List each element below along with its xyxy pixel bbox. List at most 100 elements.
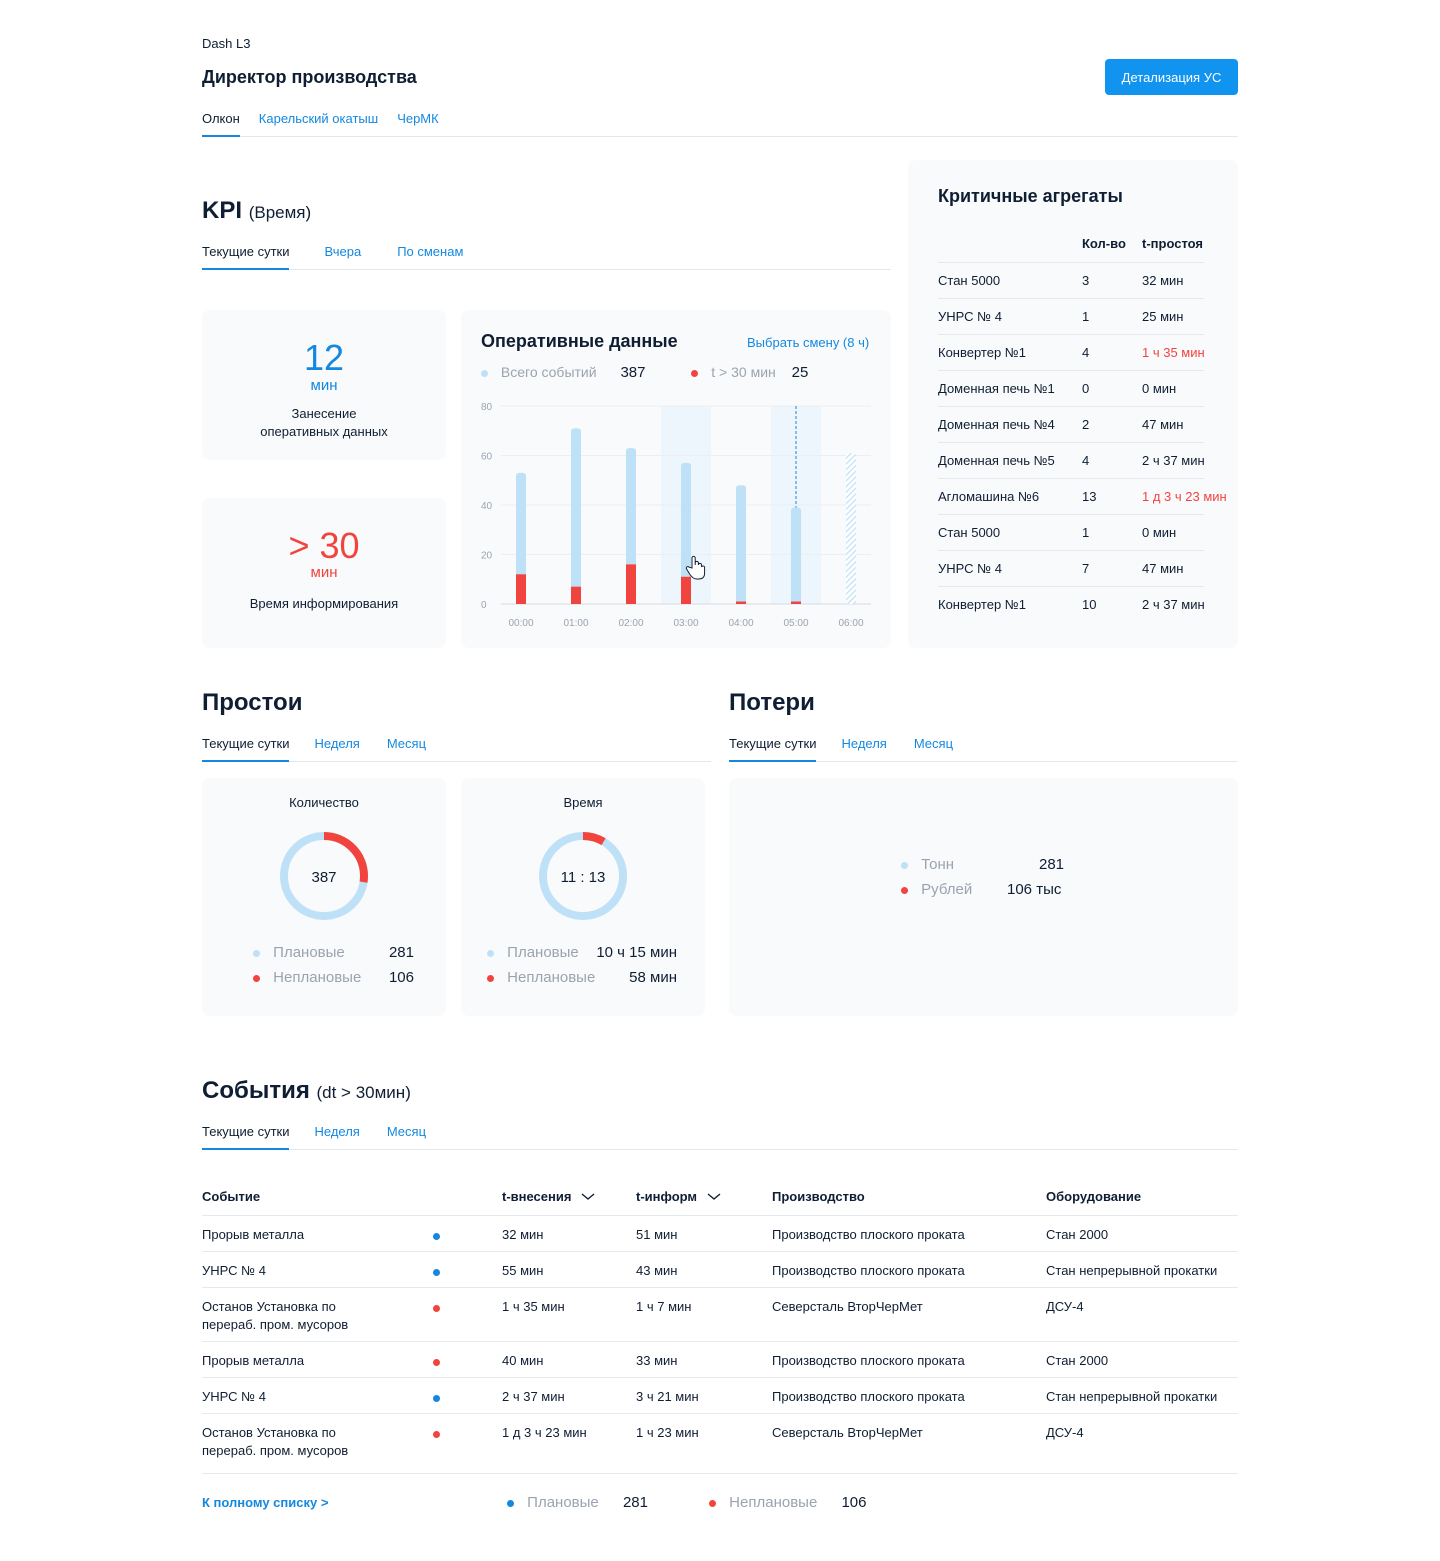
x-tick-label: 00:00: [508, 618, 533, 629]
event-t-inf: 33 мин: [636, 1353, 678, 1368]
event-equipment: Стан непрерывной прокатки: [1046, 1389, 1218, 1404]
downtime-count-planned-value: 281: [388, 944, 414, 961]
events-tabs: Текущие сутки Неделя Месяц: [202, 1124, 1238, 1150]
tab-events-today[interactable]: Текущие сутки: [202, 1124, 290, 1150]
tab-kpi-by-shift[interactable]: По сменам: [397, 244, 464, 259]
bar-total: [846, 453, 856, 604]
events-col-production: Производство: [772, 1189, 865, 1204]
critical-row[interactable]: УНРС № 4 1 25 мин: [938, 298, 1204, 334]
critical-row-time: 47 мин: [1142, 417, 1184, 432]
tab-karelsky-okatysh[interactable]: Карельский окатыш: [258, 111, 379, 126]
x-tick-label: 02:00: [618, 618, 643, 629]
critical-aggregates-card: [908, 160, 1238, 648]
event-t-inf: 51 мин: [636, 1227, 678, 1242]
kpi-title-suffix: (Время): [248, 203, 312, 222]
hand-cursor-icon: [685, 555, 706, 580]
critical-row[interactable]: Стан 5000 3 32 мин: [938, 262, 1204, 298]
downtime-count-donut: [280, 832, 368, 920]
tab-losses-month[interactable]: Месяц: [913, 736, 954, 751]
event-production: Производство плоского проката: [772, 1227, 965, 1242]
events-col-t-inf-label: t-информ: [636, 1189, 698, 1204]
downtime-time-unplanned-value: 58 мин: [629, 969, 677, 986]
downtime-count-unplanned-value: 106: [388, 969, 414, 986]
tab-downtime-today[interactable]: Текущие сутки: [202, 736, 290, 762]
total-events-label: Всего событий: [500, 364, 597, 380]
downtime-count-planned-row: Плановые: [253, 944, 345, 961]
chevron-down-icon[interactable]: [707, 1193, 721, 1201]
downtime-count-title: Количество: [289, 795, 359, 810]
critical-row[interactable]: Стан 5000 1 0 мин: [938, 514, 1204, 550]
downtime-time-planned-value: 10 ч 15 мин: [596, 944, 677, 961]
kpi-tile-inform-time-label: Время информирования: [249, 596, 399, 611]
full-list-link[interactable]: К полному списку >: [202, 1495, 329, 1510]
event-t-inf: 43 мин: [636, 1263, 678, 1278]
event-name: Прорыв металла: [202, 1227, 305, 1242]
tab-losses-week[interactable]: Неделя: [841, 736, 887, 751]
critical-row-time: 25 мин: [1142, 309, 1184, 324]
planned-label: Плановые: [273, 944, 345, 961]
event-equipment: Стан 2000: [1046, 1353, 1109, 1368]
critical-row[interactable]: Доменная печь №1 0 0 мин: [938, 370, 1204, 406]
tab-events-week[interactable]: Неделя: [314, 1124, 360, 1139]
critical-row[interactable]: Доменная печь №4 2 47 мин: [938, 406, 1204, 442]
critical-row[interactable]: Агломашина №6 13 1 д 3 ч 23 мин: [938, 478, 1227, 514]
downtime-count-center: 387: [311, 869, 337, 886]
event-t-in: 2 ч 37 мин: [502, 1389, 565, 1404]
critical-row[interactable]: Конвертер №1 4 1 ч 35 мин: [938, 334, 1205, 370]
event-name: Прорыв металла: [202, 1353, 305, 1368]
downtime-time-center: 11 : 13: [560, 869, 606, 886]
critical-row[interactable]: УНРС № 4 7 47 мин: [938, 550, 1204, 586]
planned-label: Плановые: [507, 944, 579, 961]
critical-row-count: 1: [1082, 309, 1090, 324]
unplanned-label: Неплановые: [507, 969, 596, 986]
event-production: Северсталь ВторЧерМет: [772, 1299, 923, 1314]
critical-row-count: 1: [1082, 525, 1090, 540]
tab-kpi-today[interactable]: Текущие сутки: [202, 244, 290, 270]
bar-over-30: [736, 601, 746, 604]
table-row[interactable]: Останов Установка по перераб. пром. мусор…: [202, 1413, 1238, 1467]
tab-downtime-month[interactable]: Месяц: [386, 736, 427, 751]
table-row[interactable]: Прорыв металла 40 мин 33 мин Производство п…: [202, 1341, 1238, 1377]
tab-losses-today[interactable]: Текущие сутки: [729, 736, 817, 762]
status-dot: [433, 1395, 440, 1402]
downtime-title: Простои: [202, 689, 303, 716]
critical-row[interactable]: Конвертер №1 10 2 ч 37 мин: [938, 586, 1205, 622]
table-row[interactable]: УНРС № 4 2 ч 37 мин 3 ч 21 мин Производство…: [202, 1377, 1238, 1413]
events-title: События: [202, 1077, 310, 1104]
event-name-line2: перераб. пром. мусоров: [202, 1317, 349, 1332]
y-tick-label: 80: [481, 402, 493, 413]
critical-col-count: Кол-во: [1082, 236, 1126, 251]
rub-dot: [901, 886, 908, 894]
event-production: Производство плоского проката: [772, 1353, 965, 1368]
kpi-tile-data-entry-label-2: оперативных данных: [260, 424, 388, 439]
y-tick-label: 20: [481, 551, 493, 562]
operative-bar-chart: 80 60 40 20 0 00:00 01:00 02:00 03:00 04:00 05:00 0…: [481, 402, 871, 629]
tab-olkon[interactable]: Олкон: [202, 111, 240, 137]
event-name-line2: перераб. пром. мусоров: [202, 1443, 349, 1458]
events-col-t-inf[interactable]: t-информ: [636, 1189, 721, 1204]
x-tick-label: 04:00: [728, 618, 753, 629]
downtime-time-donut: [539, 832, 627, 920]
tab-events-month[interactable]: Месяц: [386, 1124, 427, 1139]
event-production: Производство плоского проката: [772, 1389, 965, 1404]
tab-chermk[interactable]: ЧерМК: [397, 111, 439, 126]
planned-dot: [487, 949, 494, 957]
total-events-value: 387: [620, 364, 646, 381]
detail-us-button[interactable]: Детализация УС: [1105, 59, 1238, 95]
over-30-value: 25: [791, 364, 809, 381]
table-row[interactable]: Прорыв металла 32 мин 51 мин Производство п…: [202, 1215, 1238, 1251]
chevron-down-icon[interactable]: [581, 1193, 595, 1201]
tab-kpi-yesterday[interactable]: Вчера: [324, 244, 362, 259]
events-unplanned-legend: Неплановые 106: [709, 1494, 867, 1511]
critical-row[interactable]: Доменная печь №5 4 2 ч 37 мин: [938, 442, 1205, 478]
status-dot: [433, 1269, 440, 1276]
events-col-t-in[interactable]: t-внесения: [502, 1189, 595, 1204]
event-equipment: ДСУ-4: [1046, 1425, 1084, 1440]
select-shift-link[interactable]: Выбрать смену (8 ч): [747, 335, 870, 350]
bar-over-30: [791, 601, 801, 604]
table-row[interactable]: Останов Установка по перераб. пром. мусор…: [202, 1287, 1238, 1341]
table-row[interactable]: УНРС № 4 55 мин 43 мин Производство плоског…: [202, 1251, 1238, 1287]
event-t-inf: 1 ч 23 мин: [636, 1425, 699, 1440]
tab-downtime-week[interactable]: Неделя: [314, 736, 360, 751]
planned-dot: [507, 1499, 514, 1507]
